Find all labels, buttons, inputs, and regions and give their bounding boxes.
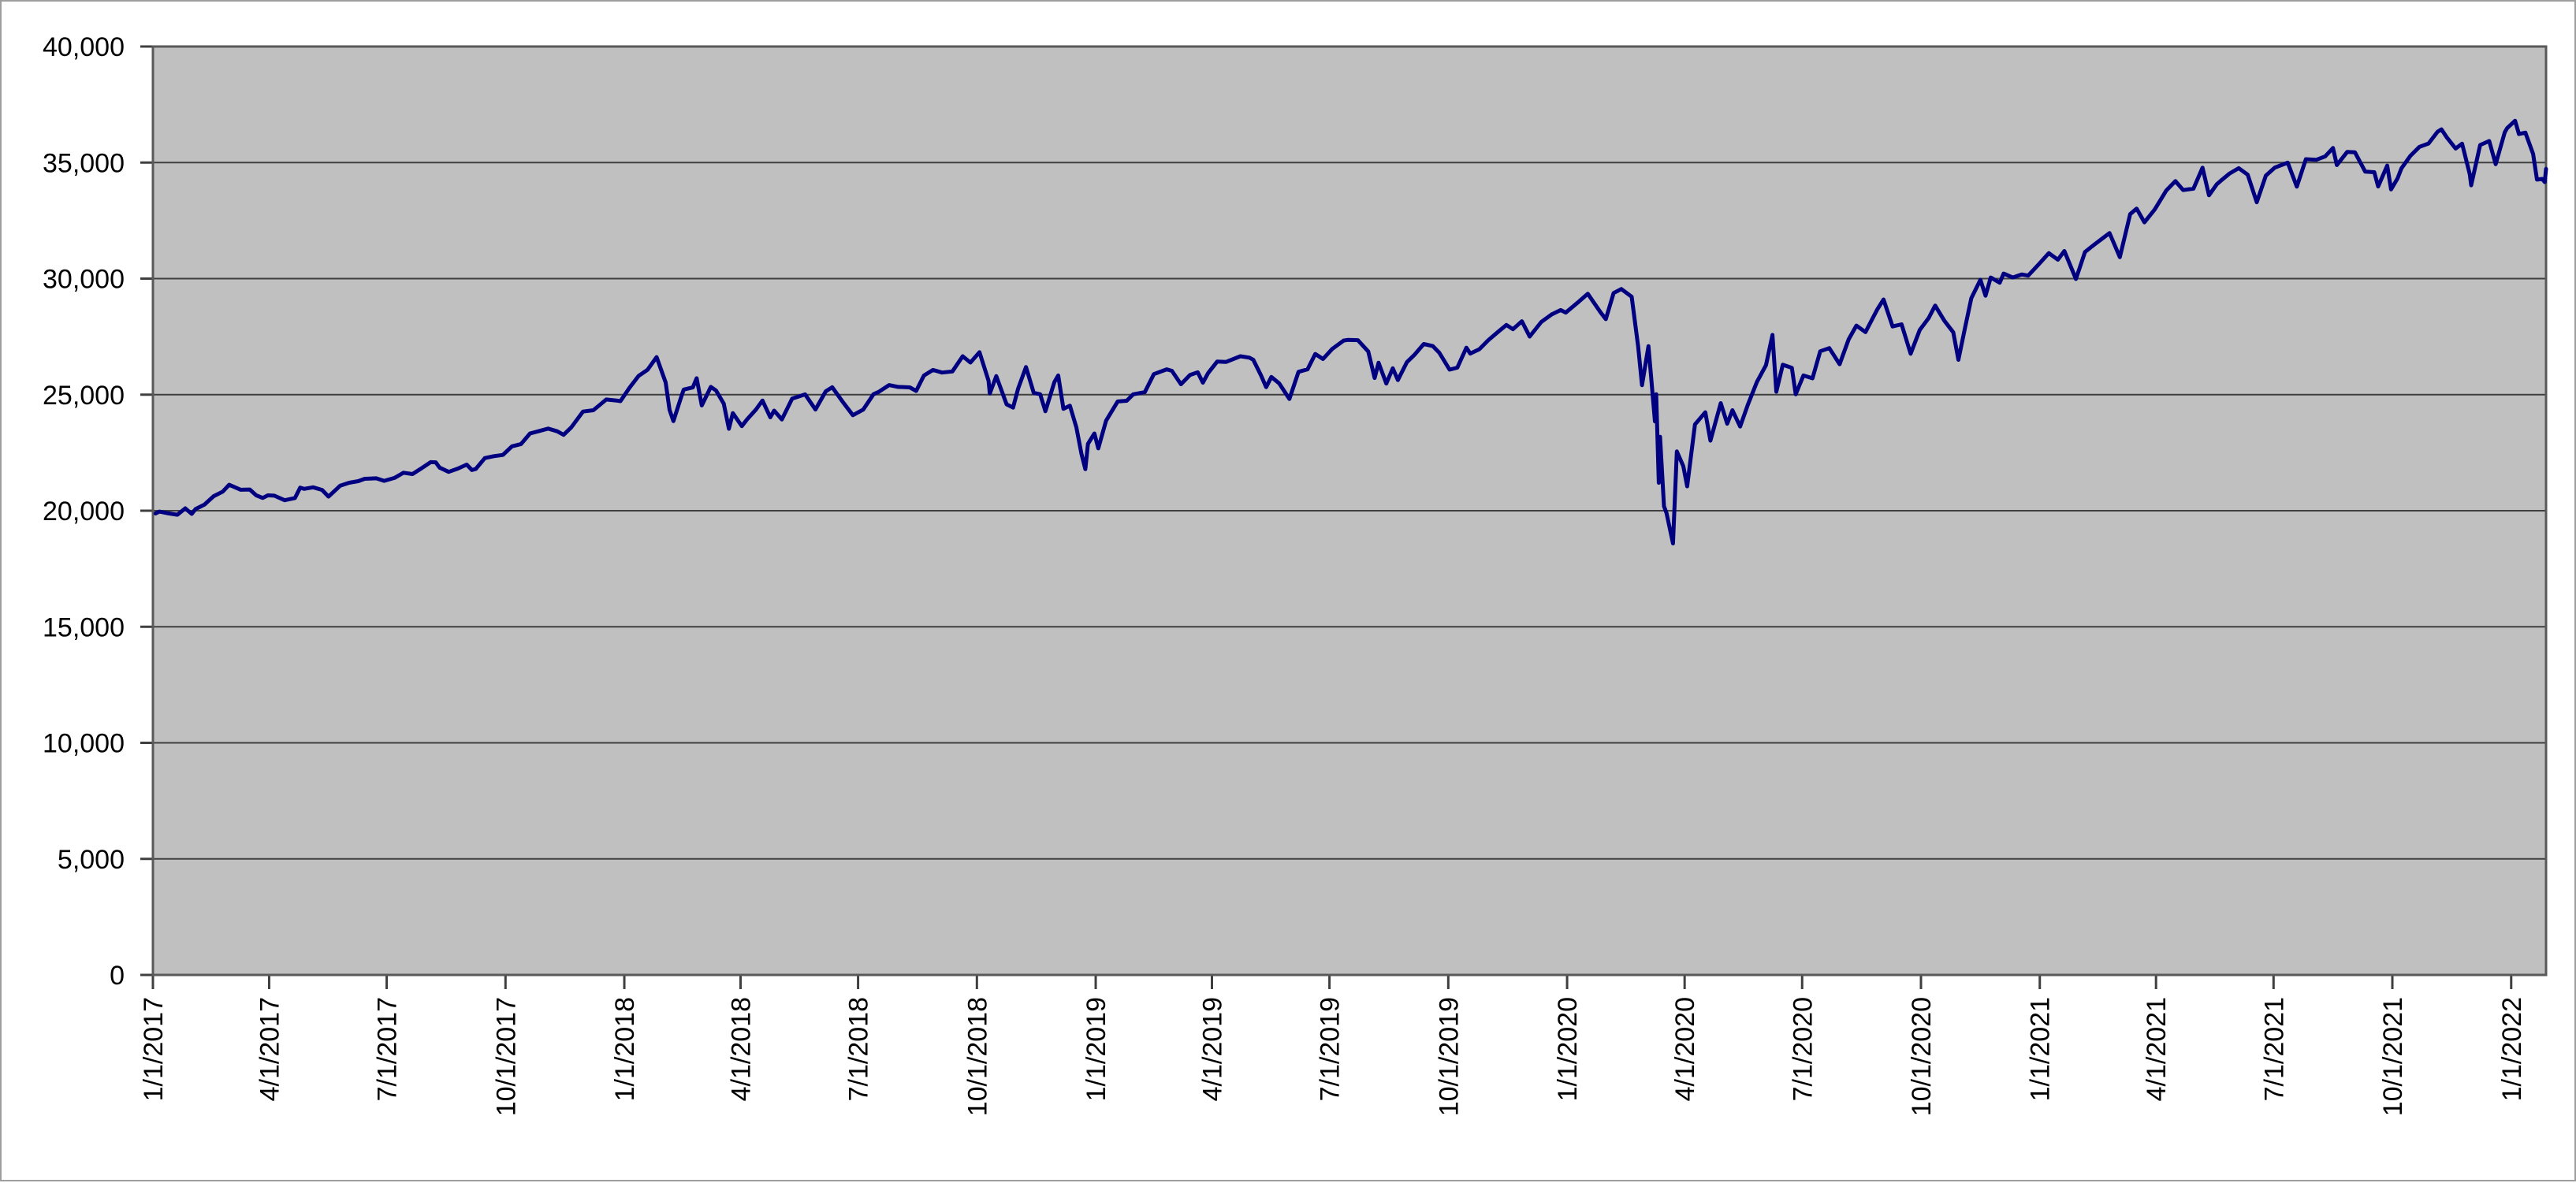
- plot-border: [151, 45, 2548, 977]
- x-axis-label: 1/1/2021: [2026, 997, 2056, 1101]
- x-axis-label: 10/1/2019: [1434, 997, 1464, 1116]
- x-axis-label: 4/1/2021: [2142, 997, 2172, 1101]
- y-axis-label: 15,000: [43, 612, 125, 642]
- x-axis-label: 10/1/2020: [1907, 997, 1937, 1116]
- x-axis-label: 1/1/2017: [139, 997, 169, 1101]
- x-axis-label: 1/1/2019: [1081, 997, 1111, 1101]
- x-axis-label: 4/1/2017: [255, 997, 285, 1101]
- series-line: [153, 118, 2548, 545]
- x-axis-label: 1/1/2020: [1553, 997, 1583, 1101]
- x-axis-label: 1/1/2022: [2497, 997, 2527, 1101]
- y-axis-label: 20,000: [43, 497, 125, 526]
- x-axis-label: 7/1/2020: [1788, 997, 1818, 1101]
- y-axis-label: 0: [110, 961, 125, 991]
- x-axis-label: 10/1/2021: [2378, 997, 2408, 1116]
- y-axis-label: 10,000: [43, 729, 125, 759]
- x-axis-label: 7/1/2021: [2259, 997, 2289, 1101]
- x-axis-label: 7/1/2018: [844, 997, 874, 1101]
- x-axis-label: 4/1/2020: [1670, 997, 1700, 1101]
- x-axis-label: 7/1/2019: [1316, 997, 1346, 1101]
- y-axis-label: 25,000: [43, 381, 125, 411]
- y-axis-label: 40,000: [43, 32, 125, 62]
- x-axis-label: 10/1/2018: [962, 997, 992, 1116]
- y-axis-label: 5,000: [58, 845, 125, 875]
- x-axis-label: 10/1/2017: [491, 997, 521, 1116]
- x-axis-label: 1/1/2018: [610, 997, 640, 1101]
- y-axis-label: 30,000: [43, 265, 125, 295]
- y-axis-label: 35,000: [43, 148, 125, 178]
- x-axis-label: 7/1/2017: [373, 997, 403, 1101]
- x-axis-label: 4/1/2019: [1198, 997, 1228, 1101]
- x-axis-label: 4/1/2018: [726, 997, 756, 1101]
